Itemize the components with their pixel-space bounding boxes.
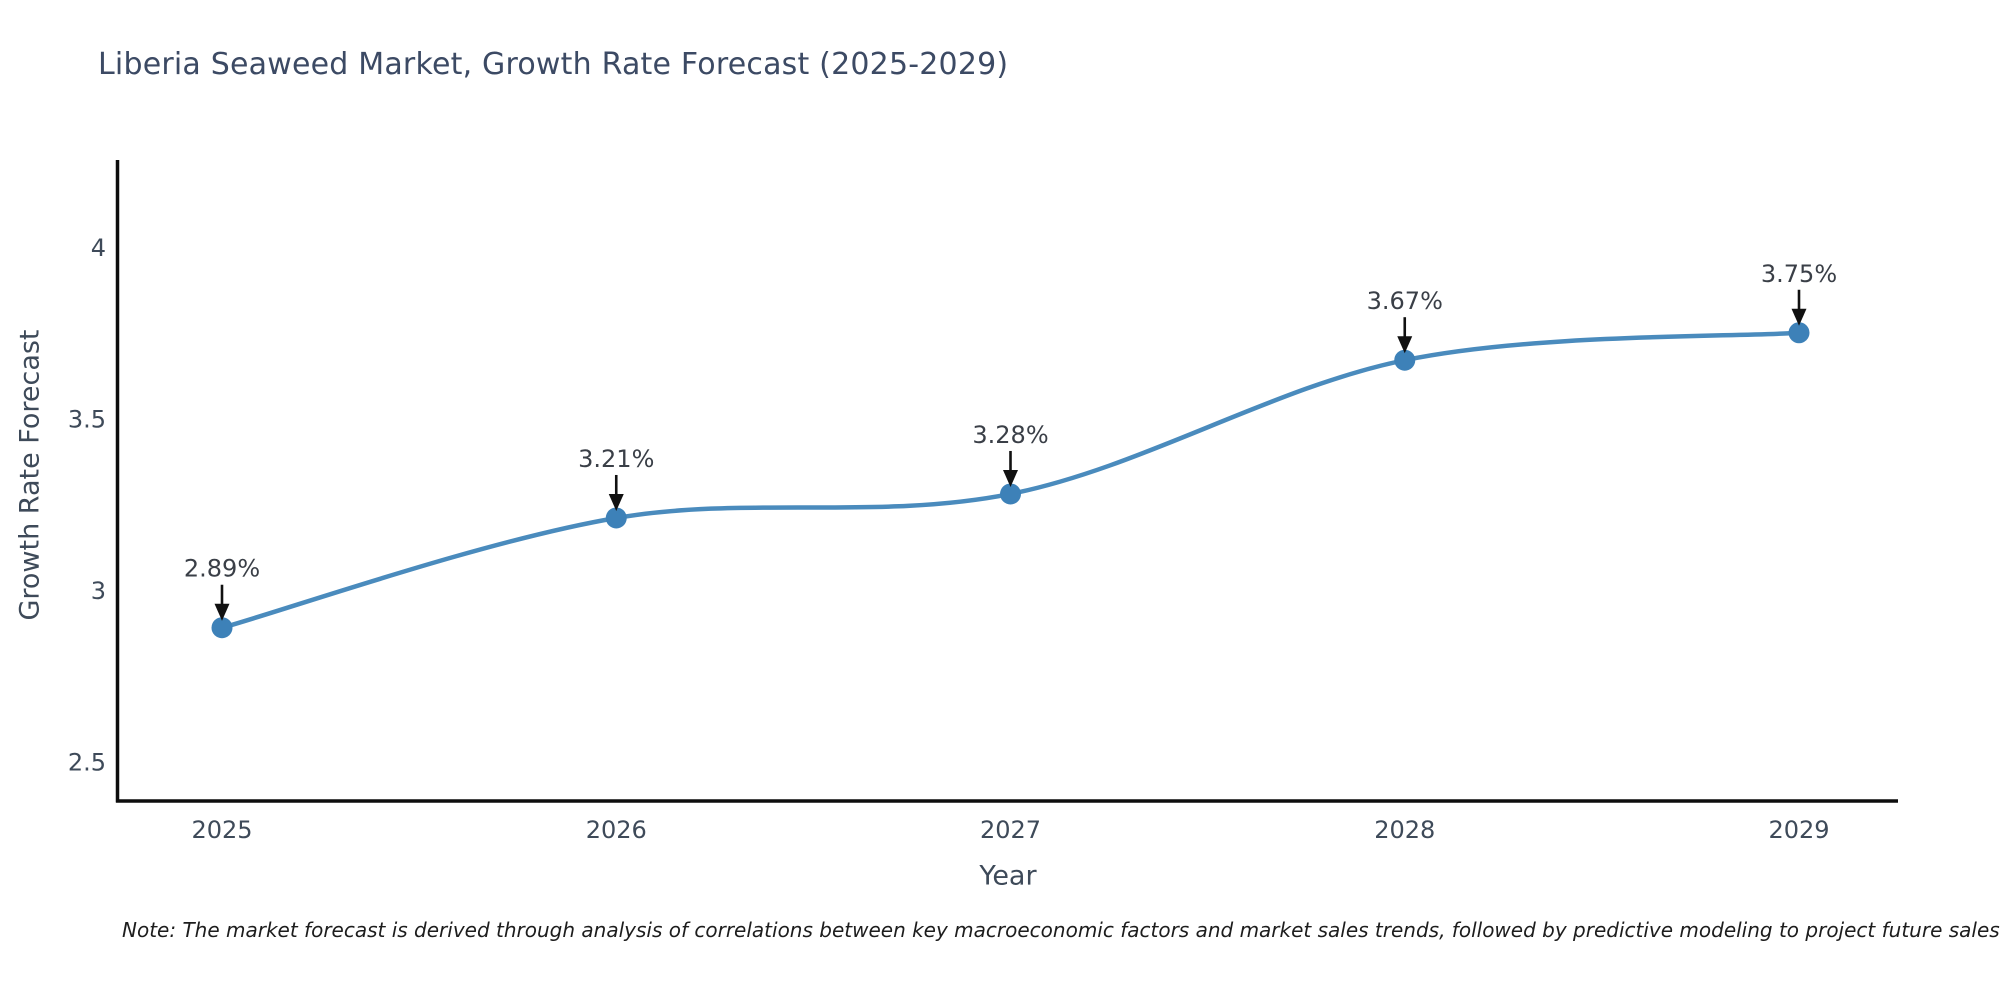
annotation-arrow-head bbox=[608, 493, 624, 511]
data-point-marker bbox=[1000, 483, 1021, 505]
annotation-label: 3.21% bbox=[578, 445, 654, 473]
x-tick-label: 2026 bbox=[586, 816, 647, 844]
y-tick-label: 3 bbox=[91, 577, 106, 605]
y-tick-label: 2.5 bbox=[68, 749, 106, 777]
data-point-marker bbox=[1788, 322, 1810, 344]
chart-title: Liberia Seaweed Market, Growth Rate Fore… bbox=[98, 47, 1009, 82]
x-axis-title: Year bbox=[979, 860, 1037, 892]
annotation-label: 3.28% bbox=[972, 421, 1048, 449]
annotation-arrow-head bbox=[1003, 469, 1018, 487]
data-point-marker bbox=[211, 617, 233, 639]
annotation-label: 2.89% bbox=[184, 555, 260, 583]
x-tick-label: 2025 bbox=[191, 816, 252, 844]
annotation-label: 3.75% bbox=[1761, 260, 1837, 288]
y-tick-label: 3.5 bbox=[68, 406, 106, 434]
y-axis-title: Growth Rate Forecast bbox=[14, 329, 46, 621]
annotation-arrow-head bbox=[1791, 308, 1807, 326]
annotation-arrow-head bbox=[214, 603, 230, 621]
x-tick-label: 2029 bbox=[1768, 816, 1829, 844]
x-tick-label: 2027 bbox=[980, 816, 1041, 844]
data-point-marker bbox=[1394, 349, 1416, 371]
annotation-label: 3.67% bbox=[1367, 287, 1443, 315]
annotation-arrow-head bbox=[1397, 336, 1413, 354]
x-tick-label: 2028 bbox=[1374, 816, 1435, 844]
footnote: Note: The market forecast is derived thr… bbox=[122, 918, 2000, 942]
data-point-marker bbox=[605, 507, 627, 529]
y-tick-label: 4 bbox=[91, 234, 106, 262]
